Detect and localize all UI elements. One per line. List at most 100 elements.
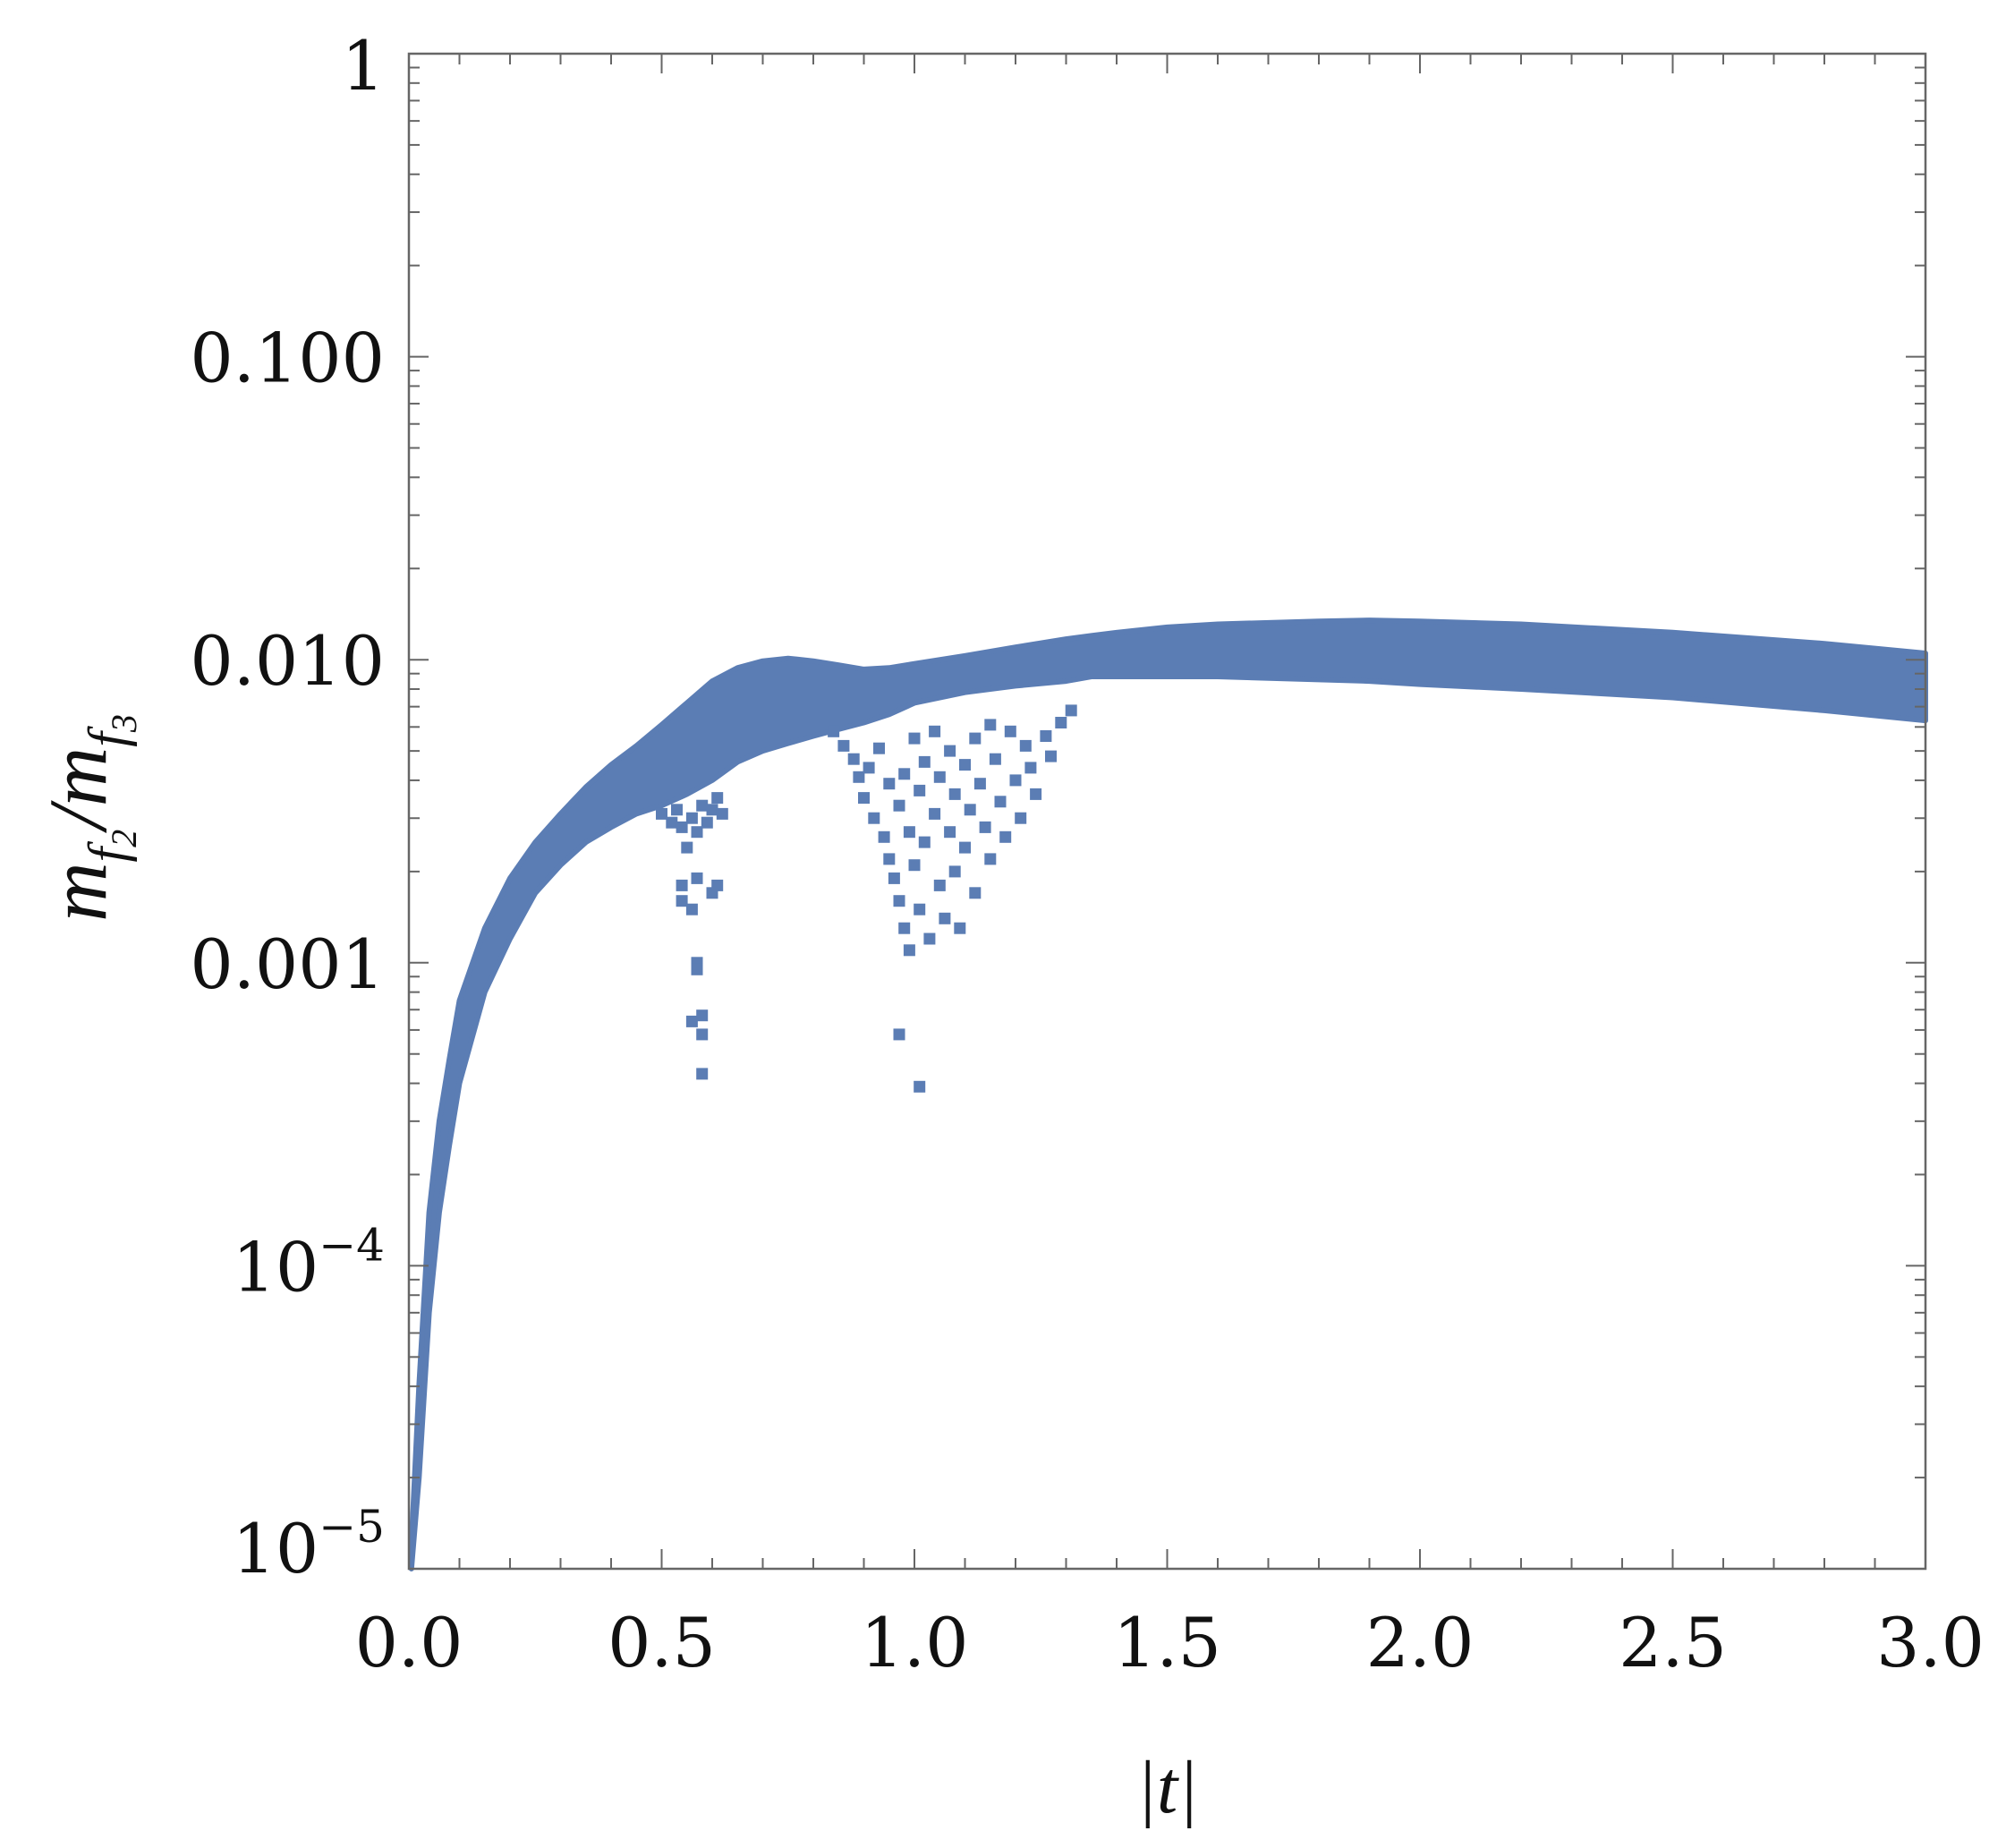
y-tick-labels: 1 0.100 0.010 0.001 10−4 10−5 <box>190 26 385 1588</box>
data-point <box>984 853 997 865</box>
data-point <box>984 719 997 731</box>
data-point <box>969 887 982 899</box>
data-point <box>706 804 718 816</box>
data-point <box>1055 717 1067 728</box>
data-point <box>973 778 986 790</box>
data-point <box>929 807 941 820</box>
data-band <box>408 617 1928 1571</box>
data-band-layer <box>408 617 1928 1571</box>
data-point <box>671 804 683 816</box>
data-point <box>711 879 724 891</box>
data-point <box>994 796 1007 808</box>
data-point <box>954 922 966 934</box>
x-tick-label: 2.0 <box>1366 1603 1475 1682</box>
data-point <box>878 830 890 843</box>
y-axis-label: mf2/mf3 <box>32 714 144 922</box>
data-point <box>1065 704 1077 717</box>
data-point <box>883 778 896 790</box>
data-point <box>893 1028 905 1041</box>
x-tick-label: 1.5 <box>1113 1603 1221 1682</box>
y-tick-label: 0.010 <box>190 621 385 701</box>
data-point <box>948 788 961 800</box>
data-point <box>939 912 951 924</box>
data-point <box>847 753 860 765</box>
x-tick-label: 0.0 <box>355 1603 463 1682</box>
x-tick-label: 2.5 <box>1619 1603 1727 1682</box>
data-point <box>933 771 946 783</box>
data-point <box>696 799 709 812</box>
data-point <box>908 859 921 872</box>
data-point <box>1019 739 1032 752</box>
data-point <box>656 807 667 820</box>
data-point <box>691 963 703 975</box>
data-point <box>903 826 915 839</box>
ticks-layer <box>408 53 1926 1570</box>
data-point <box>685 1015 698 1027</box>
data-point <box>959 759 971 771</box>
data-point <box>666 816 678 829</box>
data-point <box>676 879 688 891</box>
y-tick-label: 0.100 <box>190 319 385 398</box>
data-point <box>685 812 698 824</box>
data-point <box>883 853 896 865</box>
data-point <box>691 872 703 884</box>
x-tick-labels: 0.0 0.5 1.0 1.5 2.0 2.5 3.0 <box>355 1603 1985 1682</box>
data-point <box>1045 750 1057 762</box>
data-point <box>979 821 991 833</box>
data-point <box>944 826 956 839</box>
data-point <box>908 732 921 745</box>
data-point <box>1004 725 1016 737</box>
data-point <box>858 792 870 805</box>
data-point <box>923 933 936 945</box>
data-point <box>837 739 850 752</box>
data-point <box>914 1080 926 1093</box>
data-point <box>676 821 688 833</box>
data-point <box>948 865 961 878</box>
data-point <box>933 879 946 891</box>
data-point <box>1015 812 1027 824</box>
x-tick-label: 1.0 <box>861 1603 969 1682</box>
data-point <box>701 816 713 829</box>
data-point <box>696 1068 709 1080</box>
data-point <box>691 826 703 839</box>
data-point <box>696 1028 709 1041</box>
data-point <box>944 745 956 757</box>
data-point <box>685 903 698 915</box>
outlier-points-layer <box>656 704 1077 1093</box>
y-tick-label: 10−4 <box>233 1219 385 1307</box>
data-point <box>898 922 911 934</box>
data-point <box>888 872 900 884</box>
data-point <box>716 807 728 820</box>
data-point <box>903 944 915 957</box>
data-point <box>828 725 840 737</box>
data-point <box>681 841 693 854</box>
data-point <box>676 895 688 907</box>
data-point <box>1040 730 1052 742</box>
data-point <box>969 732 982 745</box>
data-point <box>873 742 885 754</box>
x-tick-label: 3.0 <box>1876 1603 1985 1682</box>
data-point <box>918 836 931 848</box>
data-point <box>999 830 1012 843</box>
data-point <box>918 755 931 768</box>
y-tick-label: 0.001 <box>190 924 385 1004</box>
data-point <box>868 812 880 824</box>
y-tick-label: 10−5 <box>233 1501 385 1588</box>
x-axis-label: |t| <box>1136 1746 1199 1829</box>
data-point <box>929 725 941 737</box>
data-point <box>711 792 724 805</box>
data-point <box>914 903 926 915</box>
data-point <box>1030 788 1042 800</box>
data-point <box>1009 774 1022 787</box>
data-point <box>893 799 905 812</box>
data-point <box>696 1009 709 1022</box>
data-point <box>914 784 926 796</box>
data-point <box>893 895 905 907</box>
y-tick-label: 1 <box>342 26 385 106</box>
data-point <box>1024 762 1037 774</box>
x-tick-label: 0.5 <box>608 1603 716 1682</box>
data-point <box>989 753 1001 765</box>
data-point <box>959 841 971 854</box>
